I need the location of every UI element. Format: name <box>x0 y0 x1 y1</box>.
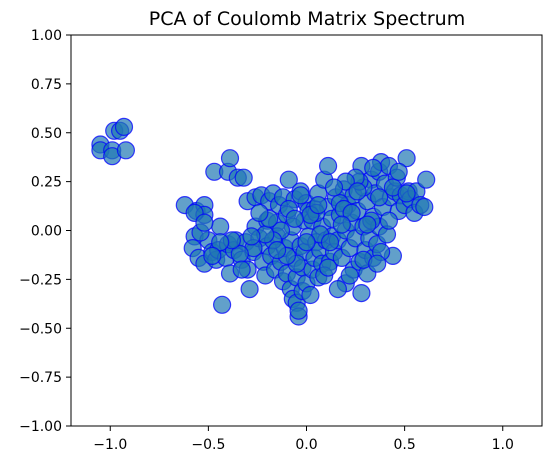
points-layer <box>91 117 436 326</box>
scatter-point <box>203 246 222 265</box>
scatter-point <box>211 217 230 236</box>
scatter-point <box>268 241 287 260</box>
x-tick-label: 0.0 <box>295 437 317 453</box>
x-tick-label: −0.5 <box>191 437 225 453</box>
scatter-point <box>213 295 232 314</box>
scatter-point <box>358 215 377 234</box>
scatter-point <box>328 280 347 299</box>
y-tick-label: 1.00 <box>31 28 62 44</box>
scatter-point <box>291 186 310 205</box>
scatter-point <box>309 196 328 215</box>
scatter-point <box>234 168 253 187</box>
scatter-point <box>319 156 338 176</box>
y-axis: 1.00 0.75 0.50 0.25 0.00 −0.25 −0.50 −0.75 −1.00 <box>19 28 71 435</box>
scatter-point <box>285 209 304 228</box>
scatter-point <box>379 211 398 230</box>
x-axis: −1.0 −0.5 0.0 0.5 1.0 <box>93 426 514 453</box>
y-tick-label: −0.50 <box>19 321 62 337</box>
y-tick-label: 0.25 <box>31 175 62 191</box>
scatter-point <box>195 213 214 232</box>
scatter-point <box>289 301 308 320</box>
x-tick-label: 1.0 <box>492 437 514 453</box>
x-tick-label: 0.5 <box>393 437 415 453</box>
y-tick-label: 0.50 <box>31 126 62 142</box>
scatter-point <box>116 141 136 160</box>
scatter-point <box>320 233 340 252</box>
y-tick-label: 0.00 <box>31 224 62 240</box>
x-tick-label: −1.0 <box>93 437 127 453</box>
scatter-point <box>417 170 436 189</box>
scatter-point <box>240 280 259 299</box>
scatter-point <box>232 260 251 279</box>
scatter-point <box>297 233 316 252</box>
y-tick-label: −0.25 <box>19 272 62 288</box>
scatter-point <box>368 254 387 273</box>
scatter-point <box>319 258 338 277</box>
scatter-point <box>415 197 434 217</box>
y-tick-label: 0.75 <box>31 77 62 93</box>
scatter-point <box>211 233 230 252</box>
scatter-point <box>397 184 416 203</box>
scatter-point <box>301 285 320 305</box>
scatter-point <box>397 149 416 168</box>
scatter-point <box>114 117 134 137</box>
scatter-point <box>242 227 261 246</box>
scatter-point <box>332 215 351 234</box>
scatter-point <box>220 149 240 168</box>
scatter-point <box>279 170 298 189</box>
chart-title: PCA of Coulomb Matrix Spectrum <box>149 8 466 30</box>
scatter-point <box>389 162 408 181</box>
y-tick-label: −0.75 <box>19 370 62 386</box>
scatter-point <box>348 182 367 201</box>
scatter-point <box>324 178 344 197</box>
scatter-point <box>352 284 371 303</box>
scatter-point <box>340 266 359 285</box>
y-tick-label: −1.00 <box>19 419 62 435</box>
scatter-point <box>370 188 389 207</box>
scatter-point <box>342 203 361 222</box>
scatter-point <box>364 158 383 177</box>
scatter-point <box>250 203 269 222</box>
